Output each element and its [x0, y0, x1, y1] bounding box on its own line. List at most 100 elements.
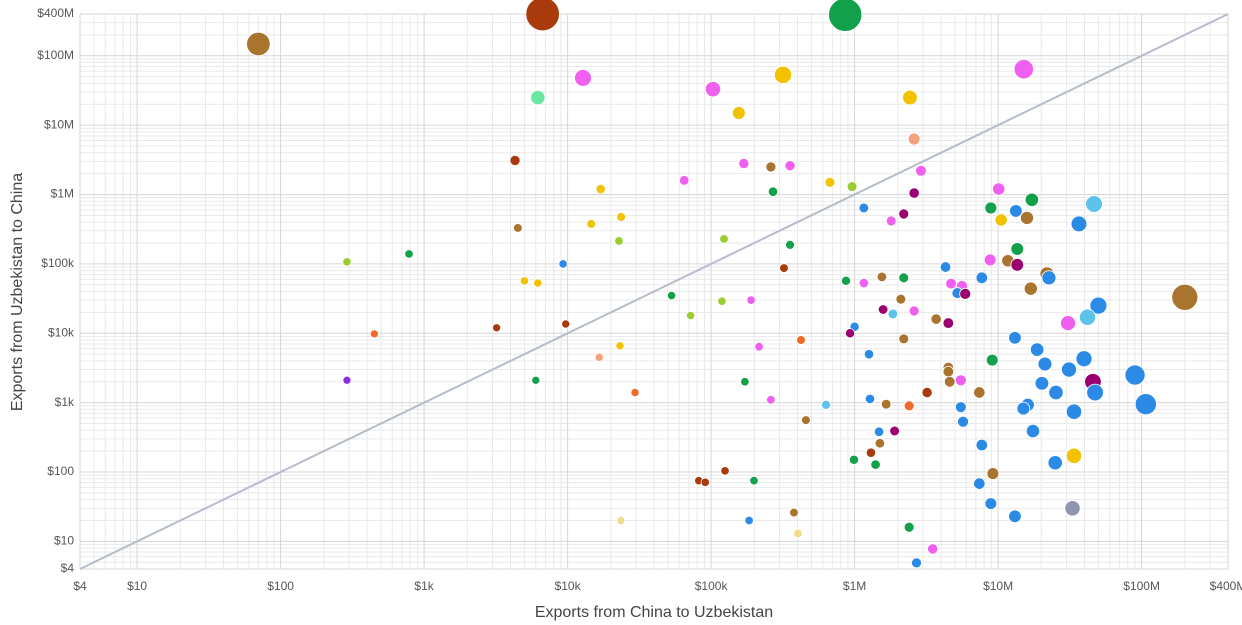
- scatter-point: [927, 543, 939, 555]
- scatter-point: [824, 176, 836, 188]
- scatter-point: [630, 387, 640, 398]
- scatter-point: [880, 398, 892, 410]
- y-tick-label: $10: [54, 534, 74, 548]
- scatter-point: [1020, 210, 1034, 225]
- scatter-point: [1037, 356, 1053, 372]
- scatter-point: [574, 69, 592, 87]
- scatter-point: [509, 154, 521, 166]
- scatter-point: [561, 319, 571, 329]
- scatter-point: [902, 89, 918, 106]
- scatter-point: [1034, 376, 1050, 391]
- scatter-point: [519, 276, 529, 286]
- scatter-point: [1041, 270, 1057, 286]
- scatter-point: [1065, 447, 1083, 464]
- scatter-point: [558, 259, 568, 269]
- scatter-point: [876, 271, 888, 283]
- scatter-point: [1016, 401, 1031, 416]
- scatter-point: [767, 186, 779, 197]
- scatter-point: [1024, 192, 1040, 207]
- scatter-point: [930, 313, 942, 325]
- scatter-point: [984, 201, 998, 215]
- scatter-point: [986, 467, 1000, 480]
- scatter-point: [911, 557, 922, 569]
- scatter-point: [1070, 215, 1088, 233]
- scatter-point: [801, 415, 811, 425]
- scatter-point: [889, 425, 900, 437]
- scatter-point: [1078, 308, 1097, 326]
- scatter-point: [731, 106, 746, 120]
- scatter-point: [404, 249, 414, 259]
- scatter-point: [740, 377, 750, 387]
- scatter-point: [749, 475, 759, 486]
- scatter-point: [945, 277, 957, 290]
- scatter-point: [773, 65, 793, 84]
- x-tick-label: $400M: [1210, 579, 1242, 593]
- scatter-point: [887, 308, 899, 320]
- scatter-point: [877, 304, 889, 315]
- scatter-point: [789, 507, 799, 518]
- scatter-point: [1065, 403, 1083, 420]
- scatter-point: [865, 447, 877, 458]
- scatter-point: [1064, 500, 1081, 517]
- scatter-point: [1171, 283, 1199, 311]
- scatter-point: [342, 257, 352, 267]
- y-tick-label: $1M: [51, 187, 74, 201]
- scatter-point: [975, 438, 988, 452]
- scatter-point: [586, 219, 596, 229]
- scatter-point: [903, 521, 915, 533]
- scatter-point: [531, 375, 541, 385]
- y-tick-label: $1k: [55, 395, 75, 409]
- scatter-point: [942, 317, 955, 329]
- y-axis-title: Exports from Uzbekistan to China: [9, 173, 26, 411]
- scatter-point: [885, 215, 897, 227]
- scatter-point: [983, 253, 997, 267]
- scatter-point: [796, 335, 806, 345]
- scatter-point: [957, 415, 970, 428]
- x-tick-label: $100: [267, 579, 294, 593]
- scatter-point: [845, 328, 856, 339]
- scatter-point: [614, 236, 624, 246]
- scatter-point: [369, 329, 379, 339]
- scatter-point: [720, 466, 730, 476]
- scatter-point: [858, 202, 870, 214]
- scatter-point: [1048, 384, 1064, 401]
- scatter-point: [1010, 242, 1025, 256]
- scatter-point: [525, 0, 560, 32]
- scatter-point: [1086, 383, 1104, 402]
- scatter-point: [765, 161, 777, 173]
- scatter-point: [492, 323, 502, 333]
- x-tick-label: $10k: [555, 579, 582, 593]
- parity-line: [79, 13, 1229, 570]
- scatter-point: [942, 365, 955, 378]
- scatter-point: [984, 497, 998, 510]
- scatter-point: [594, 352, 604, 362]
- scatter-point: [616, 212, 626, 222]
- scatter-point: [1060, 315, 1076, 332]
- x-tick-label: $100M: [1123, 579, 1160, 593]
- scatter-point: [738, 157, 750, 169]
- scatter-point: [595, 183, 606, 195]
- scatter-point: [975, 271, 988, 284]
- scatter-point: [985, 353, 999, 367]
- scatter-point: [898, 208, 910, 220]
- scatter-point: [342, 375, 352, 385]
- scatter-point: [1061, 361, 1077, 378]
- scatter-point: [959, 287, 972, 300]
- scatter-point: [908, 187, 920, 199]
- scatter-point: [863, 349, 875, 360]
- scatter-point: [908, 305, 920, 317]
- scatter-point: [686, 310, 696, 321]
- scatter-point: [1008, 331, 1022, 345]
- scatter-point: [828, 0, 863, 32]
- scatter-point: [954, 401, 967, 414]
- y-tick-label: $4: [61, 561, 75, 575]
- scatter-point: [873, 426, 885, 437]
- scatter-point: [779, 263, 789, 273]
- scatter-point: [1025, 423, 1041, 439]
- scatter-point: [846, 181, 858, 192]
- scatter-point: [744, 515, 754, 526]
- scatter-point: [754, 342, 764, 352]
- scatter-point: [530, 89, 546, 106]
- scatter-point: [1010, 258, 1025, 272]
